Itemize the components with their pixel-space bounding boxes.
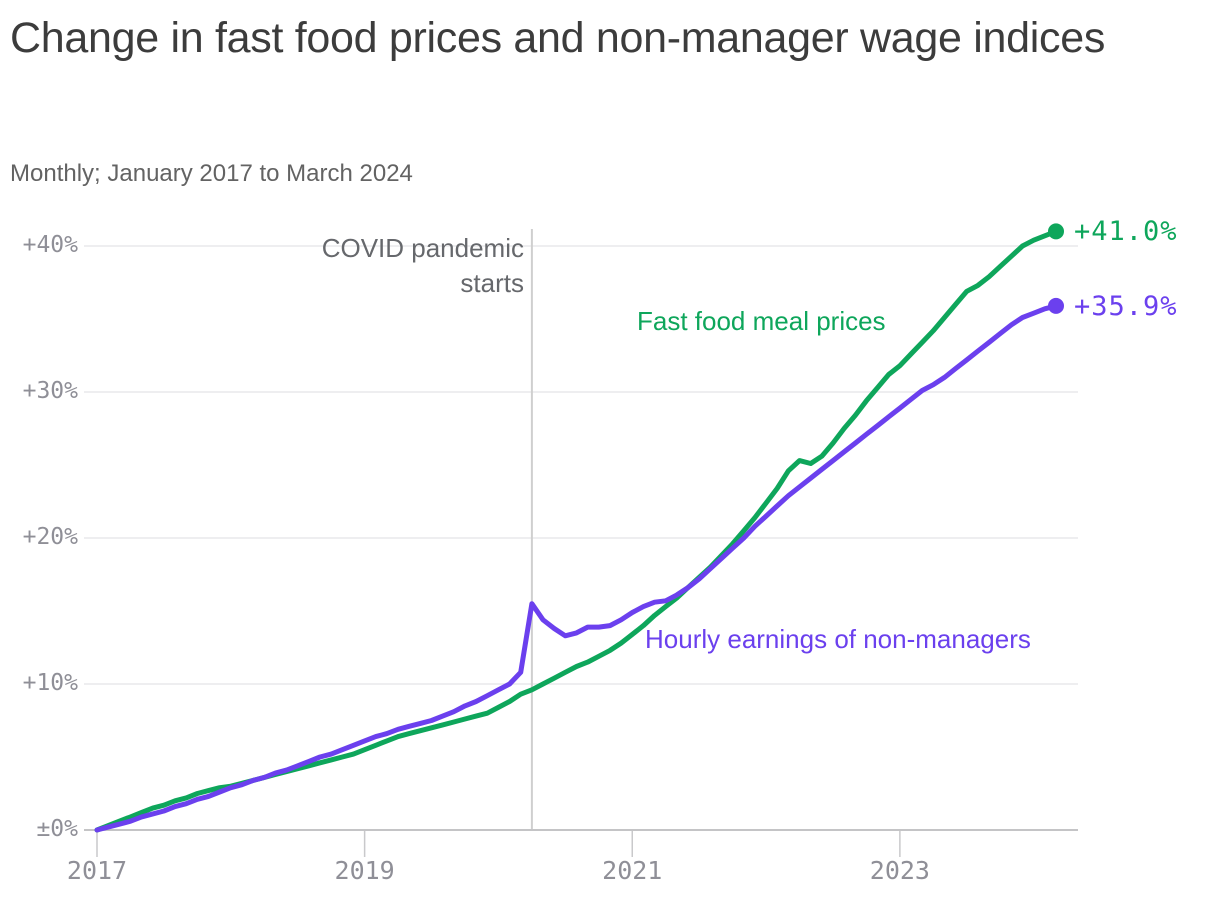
- series-label-fast-food-prices: Fast food meal prices: [637, 306, 886, 336]
- series-line-hourly-earnings: [94, 303, 1059, 833]
- x-tick-label: 2023: [869, 856, 930, 885]
- y-tick-label: +20%: [22, 524, 78, 550]
- end-dot-hourly-earnings: [1048, 297, 1064, 314]
- covid-annotation: COVID pandemic starts: [322, 231, 524, 301]
- end-value-fast-food-prices: +41.0%: [1074, 216, 1178, 248]
- chart-title: Change in fast food prices and non-manag…: [10, 14, 1106, 62]
- x-tick-label: 2019: [334, 856, 395, 885]
- y-tick-label: +40%: [22, 232, 78, 258]
- x-tick-label: 2017: [66, 856, 128, 885]
- covid-annotation-line2: starts: [460, 268, 524, 298]
- chart-subtitle: Monthly; January 2017 to March 2024: [10, 160, 413, 187]
- covid-annotation-line1: COVID pandemic: [321, 233, 524, 263]
- y-tick-label: +30%: [22, 378, 78, 404]
- end-value-hourly-earnings: +35.9%: [1074, 290, 1178, 322]
- series-label-hourly-earnings: Hourly earnings of non-managers: [645, 624, 1031, 654]
- series-line-fast-food-prices: [94, 228, 1059, 833]
- y-tick-label: ±0%: [36, 816, 78, 842]
- x-tick-label: 2021: [602, 856, 663, 885]
- y-tick-label: +10%: [22, 670, 78, 696]
- end-dot-fast-food-prices: [1048, 223, 1064, 240]
